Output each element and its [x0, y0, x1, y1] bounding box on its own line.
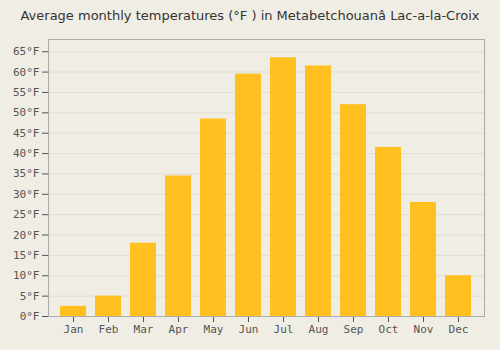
svg-text:Feb: Feb — [99, 323, 119, 336]
svg-text:Apr: Apr — [169, 323, 189, 336]
svg-text:Jul: Jul — [274, 323, 294, 336]
svg-text:15°F: 15°F — [13, 249, 40, 262]
svg-text:10°F: 10°F — [13, 269, 40, 282]
svg-text:5°F: 5°F — [20, 290, 40, 303]
svg-text:Oct: Oct — [379, 323, 399, 336]
svg-text:Mar: Mar — [134, 323, 154, 336]
svg-text:50°F: 50°F — [13, 106, 40, 119]
svg-text:Sep: Sep — [344, 323, 364, 336]
svg-text:60°F: 60°F — [13, 66, 40, 79]
svg-text:45°F: 45°F — [13, 127, 40, 140]
svg-text:20°F: 20°F — [13, 229, 40, 242]
svg-text:30°F: 30°F — [13, 188, 40, 201]
svg-text:Dec: Dec — [449, 323, 469, 336]
svg-text:Nov: Nov — [414, 323, 434, 336]
svg-text:40°F: 40°F — [13, 147, 40, 160]
svg-text:25°F: 25°F — [13, 208, 40, 221]
svg-text:Jan: Jan — [64, 323, 84, 336]
svg-text:35°F: 35°F — [13, 167, 40, 180]
svg-text:May: May — [204, 323, 224, 336]
svg-text:Aug: Aug — [309, 323, 329, 336]
svg-text:55°F: 55°F — [13, 86, 40, 99]
html-text:Average monthly temperatures (: Average monthly temperatures (°F ) in Me… — [20, 8, 480, 23]
svg-text:0°F: 0°F — [20, 310, 40, 323]
svg-text:65°F: 65°F — [13, 45, 40, 58]
svg-text:Jun: Jun — [239, 323, 259, 336]
